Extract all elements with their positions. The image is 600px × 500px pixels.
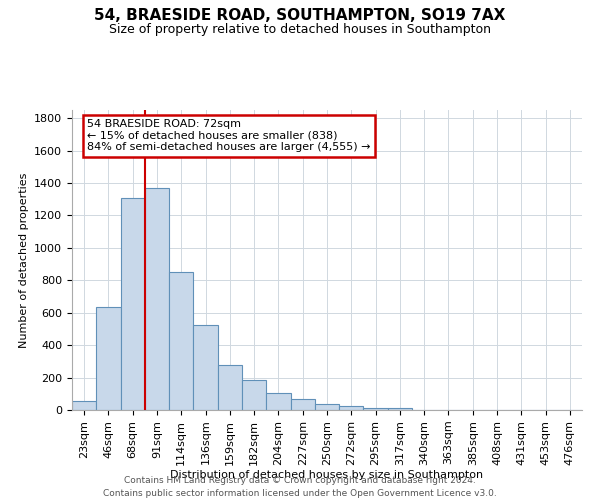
Bar <box>145 188 169 410</box>
Bar <box>339 406 364 410</box>
Bar <box>169 272 193 410</box>
Y-axis label: Number of detached properties: Number of detached properties <box>19 172 29 348</box>
Bar <box>218 366 242 410</box>
Bar <box>96 307 121 410</box>
Bar <box>72 401 96 410</box>
Text: Contains HM Land Registry data © Crown copyright and database right 2024.
Contai: Contains HM Land Registry data © Crown c… <box>103 476 497 498</box>
Bar <box>364 408 388 410</box>
X-axis label: Distribution of detached houses by size in Southampton: Distribution of detached houses by size … <box>170 470 484 480</box>
Bar <box>242 380 266 410</box>
Bar <box>266 393 290 410</box>
Bar <box>290 400 315 410</box>
Text: 54, BRAESIDE ROAD, SOUTHAMPTON, SO19 7AX: 54, BRAESIDE ROAD, SOUTHAMPTON, SO19 7AX <box>94 8 506 22</box>
Bar <box>121 198 145 410</box>
Bar <box>193 325 218 410</box>
Bar <box>388 408 412 410</box>
Bar <box>315 404 339 410</box>
Text: 54 BRAESIDE ROAD: 72sqm
← 15% of detached houses are smaller (838)
84% of semi-d: 54 BRAESIDE ROAD: 72sqm ← 15% of detache… <box>88 119 371 152</box>
Text: Size of property relative to detached houses in Southampton: Size of property relative to detached ho… <box>109 22 491 36</box>
